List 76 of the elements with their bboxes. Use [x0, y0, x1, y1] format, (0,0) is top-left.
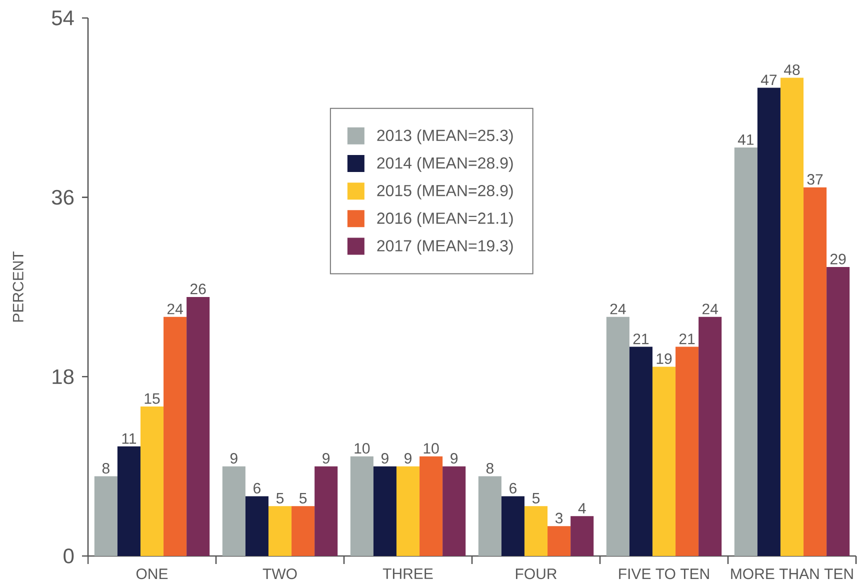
- data-label: 26: [190, 284, 206, 294]
- legend-label: 2013 (MEAN=25.3): [377, 129, 513, 144]
- bar: [570, 516, 594, 556]
- bar: [164, 316, 187, 556]
- data-label: 41: [738, 134, 754, 145]
- bar: [524, 506, 548, 556]
- data-label: 9: [381, 452, 388, 464]
- bar: [629, 346, 652, 556]
- x-tick-label: TWO: [262, 568, 297, 580]
- bar: [373, 466, 396, 556]
- data-label: 24: [610, 304, 626, 314]
- legend-label: 2014 (MEAN=28.9): [377, 156, 513, 172]
- bar: [548, 526, 571, 556]
- data-label: 24: [702, 304, 718, 314]
- data-label: 37: [807, 174, 823, 185]
- bar: [676, 346, 699, 556]
- data-label: 29: [830, 254, 846, 264]
- data-label: 9: [450, 452, 458, 464]
- data-label: 4: [578, 503, 586, 514]
- bar: [186, 296, 210, 556]
- x-tick-label: THREE: [382, 568, 433, 579]
- data-label: 8: [486, 462, 494, 474]
- bar: [652, 366, 676, 556]
- data-label: 5: [532, 493, 540, 504]
- bar: [478, 476, 502, 556]
- bar: [501, 496, 524, 556]
- y-axis-title: PERCENT: [12, 252, 24, 322]
- data-label: 3: [555, 512, 563, 524]
- x-tick-label: MORE THAN TEN: [731, 568, 853, 580]
- bar: [698, 316, 722, 556]
- bar: [268, 506, 292, 556]
- legend-label: 2015 (MEAN=28.9): [377, 184, 513, 200]
- x-tick-label: ONE: [136, 568, 168, 580]
- bar: [826, 267, 850, 556]
- bar: [442, 466, 466, 556]
- data-label: 21: [633, 334, 649, 344]
- data-label: 5: [276, 493, 284, 504]
- bar: [780, 78, 804, 556]
- bar: [140, 406, 164, 556]
- bar: [222, 466, 246, 556]
- bar: [420, 456, 443, 556]
- legend-label: 2016 (MEAN=21.1): [377, 212, 513, 228]
- data-label: 19: [656, 353, 672, 364]
- bar: [245, 496, 268, 556]
- bar: [396, 466, 420, 556]
- data-label: 10: [424, 443, 439, 454]
- x-tick-label: FOUR: [516, 568, 557, 580]
- bar: [804, 187, 827, 556]
- x-tick-label: FIVE TO TEN: [619, 568, 709, 580]
- data-label: 10: [354, 443, 370, 454]
- bar: [292, 506, 315, 556]
- bar: [350, 456, 374, 556]
- data-label: 9: [322, 452, 330, 464]
- data-label: 6: [510, 482, 516, 494]
- y-tick-label: 54: [52, 10, 74, 26]
- data-label: 9: [404, 452, 412, 464]
- y-tick-label: 36: [52, 190, 74, 205]
- y-tick-label: 18: [52, 369, 74, 384]
- data-label: 9: [230, 452, 238, 464]
- bar: [117, 446, 140, 556]
- data-label: 11: [122, 433, 136, 444]
- data-label: 8: [102, 462, 110, 474]
- bar: [606, 316, 630, 556]
- data-label: 5: [299, 493, 307, 504]
- y-tick-label: 0: [64, 548, 74, 564]
- legend-label: 2017 (MEAN=19.3): [377, 240, 513, 255]
- data-label: 47: [760, 74, 777, 86]
- bar: [94, 476, 118, 556]
- data-label: 48: [784, 64, 800, 76]
- bar: [314, 466, 338, 556]
- data-label: 15: [144, 393, 160, 404]
- bar: [734, 148, 758, 556]
- data-label: 6: [254, 482, 260, 494]
- data-label: 24: [167, 304, 183, 314]
- bar: [757, 88, 780, 556]
- data-label: 21: [679, 334, 695, 344]
